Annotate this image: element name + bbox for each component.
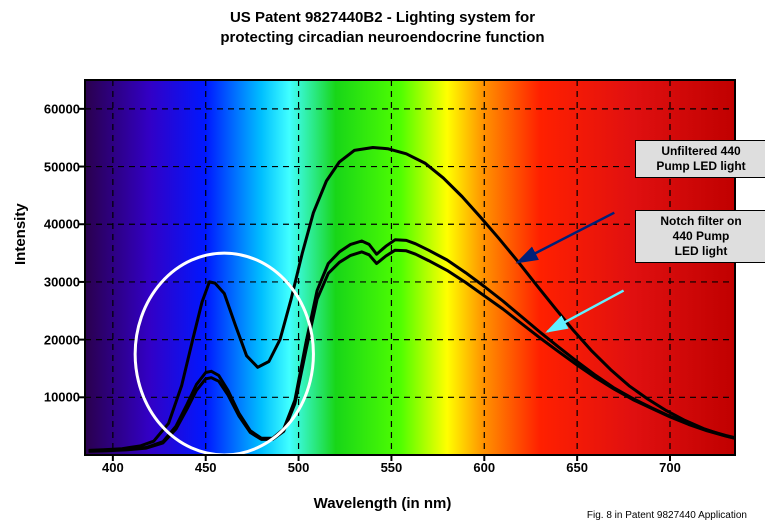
y-tick: 40000 <box>20 217 80 232</box>
annotation-unfiltered: Unfiltered 440 Pump LED light <box>635 140 765 178</box>
figure-caption: Fig. 8 in Patent 9827440 Application <box>587 510 747 521</box>
x-tick: 700 <box>650 460 690 475</box>
y-tick: 30000 <box>20 274 80 289</box>
x-tick: 400 <box>93 460 133 475</box>
y-tick: 50000 <box>20 159 80 174</box>
x-tick: 650 <box>557 460 597 475</box>
y-tick: 20000 <box>20 332 80 347</box>
x-tick: 500 <box>279 460 319 475</box>
x-tick: 550 <box>371 460 411 475</box>
annotation-notch: Notch filter on 440 Pump LED light <box>635 210 765 263</box>
x-tick: 450 <box>186 460 226 475</box>
x-tick: 600 <box>464 460 504 475</box>
y-tick: 60000 <box>20 101 80 116</box>
y-tick: 10000 <box>20 390 80 405</box>
y-axis-label: Intensity <box>12 203 29 265</box>
chart-title: US Patent 9827440B2 - Lighting system fo… <box>0 0 765 47</box>
chart-body <box>85 80 735 455</box>
spectrum-background <box>85 80 735 455</box>
